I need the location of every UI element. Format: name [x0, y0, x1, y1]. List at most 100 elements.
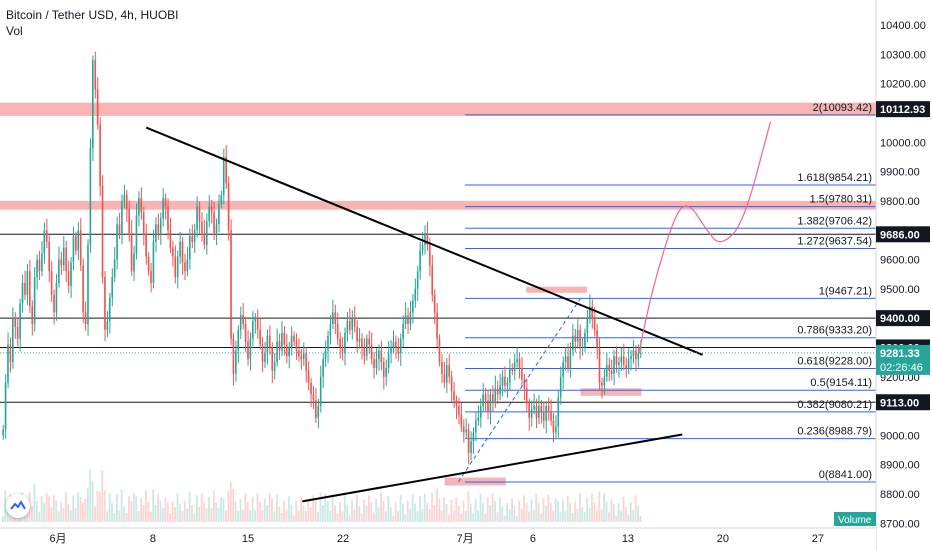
volume-bar — [108, 493, 111, 522]
volume-bar — [595, 510, 598, 522]
price-tick-label: 8900.00 — [880, 460, 920, 472]
candle-body — [235, 350, 237, 374]
candle-body — [300, 356, 303, 360]
volume-bar — [489, 505, 492, 522]
candle-body — [596, 329, 598, 348]
volume-bar — [67, 503, 70, 522]
volume-bar — [98, 492, 101, 522]
volume-bar — [523, 495, 526, 522]
volume-bar — [142, 505, 145, 522]
volume-pane-label: Volume — [838, 515, 872, 526]
volume-bar — [227, 490, 230, 522]
price-axis — [876, 0, 932, 550]
volume-bar — [65, 492, 67, 522]
volume-bar — [450, 499, 453, 522]
candle-body — [395, 341, 397, 348]
price-tick-label: 9900.00 — [880, 167, 920, 179]
candle-body — [586, 318, 589, 333]
candle-body — [184, 262, 186, 272]
volume-bar — [586, 497, 589, 522]
candle-body — [470, 441, 472, 453]
volume-bar — [583, 511, 586, 522]
volume-bar — [181, 511, 184, 522]
candle-body — [208, 206, 210, 222]
candle-body — [579, 329, 581, 348]
volume-bar — [634, 495, 637, 522]
trendline — [302, 433, 683, 503]
candle-body — [426, 233, 429, 245]
price-tick-label: 9000.00 — [880, 430, 920, 442]
candle-body — [545, 406, 547, 421]
candle-body — [477, 417, 480, 421]
candle-body — [467, 429, 470, 453]
volume-bar — [237, 511, 239, 522]
volume-bar — [358, 506, 361, 522]
volume-bar — [324, 493, 327, 522]
volume-bar — [608, 512, 610, 522]
candle-body — [256, 318, 259, 330]
volume-bar — [540, 513, 543, 522]
volume-bar — [334, 505, 336, 522]
volume-bar — [600, 509, 603, 522]
candle-body — [571, 335, 574, 351]
candle-body — [65, 247, 67, 272]
volume-bar — [103, 490, 106, 522]
volume-bar — [45, 492, 48, 522]
volume-bar — [82, 502, 84, 522]
volume-bar — [627, 514, 630, 522]
volume-bar — [120, 489, 123, 522]
candle-body — [567, 356, 569, 368]
volume-bar — [251, 497, 254, 522]
volume-bar — [530, 499, 533, 522]
candle-body — [155, 224, 157, 242]
candle-body — [281, 332, 283, 351]
candle-body — [116, 224, 118, 260]
volume-bar — [455, 497, 458, 522]
volume-bar — [484, 513, 487, 522]
chart-title: Bitcoin / Tether USD, 4h, HUOBI — [6, 8, 179, 22]
current-price-box — [876, 344, 930, 375]
volume-bar — [545, 505, 547, 522]
candle-body — [138, 197, 140, 216]
volume-bar — [528, 511, 530, 522]
price-tick-label: 9800.00 — [880, 196, 920, 208]
volume-bar — [520, 508, 523, 522]
volume-bar — [123, 506, 126, 522]
candle-body — [397, 347, 400, 354]
candle-body — [288, 347, 290, 357]
volume-bar — [249, 510, 252, 522]
volume-bar — [50, 507, 53, 522]
candle-body — [21, 282, 24, 304]
tradingview-logo-icon[interactable] — [6, 494, 30, 518]
volume-bar — [48, 496, 50, 522]
candle-body — [409, 312, 412, 324]
volume-bar — [130, 501, 133, 522]
candle-body — [552, 420, 555, 433]
volume-bar — [348, 514, 351, 522]
candle-body — [50, 271, 53, 295]
candle-body — [557, 397, 560, 427]
volume-bar — [244, 493, 247, 522]
volume-bar — [200, 493, 203, 522]
volume-bar — [392, 516, 395, 522]
candle-body — [605, 365, 608, 377]
volume-indicator-label[interactable]: Vol — [6, 24, 23, 38]
volume-bar — [542, 498, 545, 522]
candle-body — [62, 247, 65, 266]
volume-bar — [547, 494, 550, 522]
volume-bar — [372, 512, 375, 522]
candle-body — [198, 206, 201, 222]
volume-bar — [229, 482, 232, 522]
volume-bar — [498, 497, 501, 522]
volume-bar — [290, 504, 293, 522]
volume-bar — [285, 509, 288, 522]
volume-bar — [385, 511, 387, 522]
candle-body — [329, 323, 332, 336]
candle-body — [404, 315, 407, 324]
candle-body — [174, 256, 177, 278]
candle-body — [387, 353, 390, 368]
volume-bar — [365, 506, 368, 522]
volume-bar — [409, 508, 412, 522]
candle-body — [375, 359, 378, 368]
